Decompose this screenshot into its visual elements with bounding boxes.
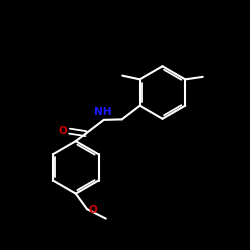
Text: NH: NH [94, 107, 111, 117]
Text: O: O [58, 126, 67, 136]
Text: O: O [88, 206, 97, 216]
